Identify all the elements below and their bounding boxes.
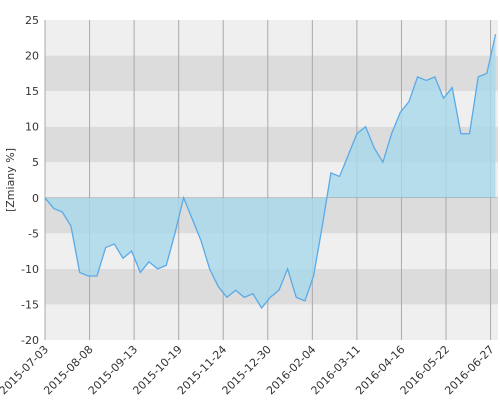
y-tick-label: 25 (25, 14, 39, 27)
line (44, 34, 497, 310)
grid-band (45, 20, 498, 56)
area (45, 34, 496, 308)
grid-band (45, 304, 498, 340)
y-tick-label: -20 (21, 334, 39, 347)
y-tick-label: 0 (32, 192, 39, 205)
y-tick-label: 20 (25, 50, 39, 63)
y-tick-label: -10 (21, 263, 39, 276)
y-tick-label: 5 (32, 156, 39, 169)
y-axis-label: [Zmiany %] (4, 148, 17, 212)
y-tick-label: 10 (25, 121, 39, 134)
y-tick-label: 15 (25, 85, 39, 98)
y-tick-label: -15 (21, 298, 39, 311)
y-tick-label: -5 (28, 227, 39, 240)
